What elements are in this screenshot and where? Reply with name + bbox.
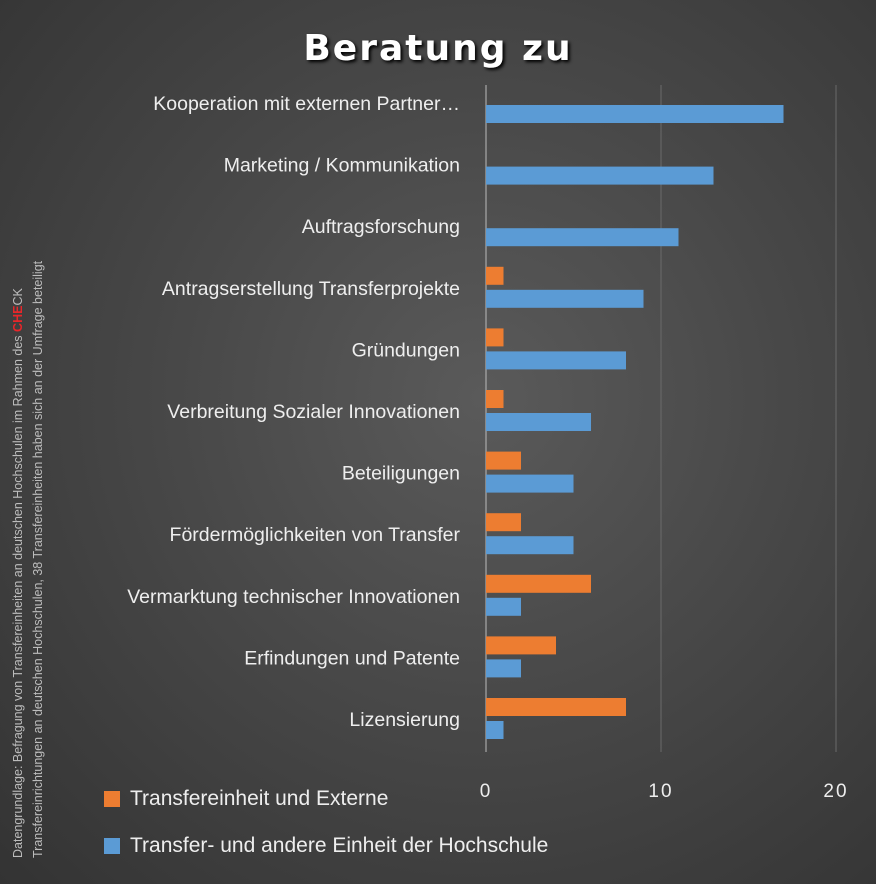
check-logo-suffix: CK — [11, 288, 25, 306]
category-label: Erfindungen und Patente — [244, 647, 460, 669]
bar-orange — [486, 451, 521, 470]
bar-blue — [486, 721, 504, 739]
bar-orange — [486, 266, 504, 285]
legend-swatch — [104, 838, 120, 854]
bar-blue — [486, 474, 574, 493]
source-line-1: Datengrundlage: Befragung von Transferei… — [11, 331, 25, 858]
bar-orange — [486, 636, 556, 655]
category-label: Kooperation mit externen Partner… — [153, 93, 460, 115]
category-label: Marketing / Kommunikation — [224, 155, 460, 177]
bar-blue — [486, 228, 679, 247]
legend-label: Transfer- und andere Einheit der Hochsch… — [130, 834, 549, 857]
category-label: Gründungen — [352, 339, 460, 361]
bar-blue — [486, 166, 714, 185]
bar-blue — [486, 105, 784, 123]
bar-blue — [486, 659, 521, 678]
che-logo: CHE — [11, 305, 25, 332]
x-tick-label: 20 — [823, 781, 848, 802]
bar-blue — [486, 351, 626, 370]
x-tick-label: 10 — [648, 781, 673, 802]
legend-item-blue: Transfer- und andere Einheit der Hochsch… — [104, 834, 548, 858]
source-line-2: Transfereinrichtungen an deutschen Hochs… — [31, 260, 45, 858]
bar-blue — [486, 289, 644, 308]
source-note: Datengrundlage: Befragung von Transferei… — [8, 261, 48, 858]
bar-orange — [486, 328, 504, 347]
category-label: Vermarktung technischer Innovationen — [127, 586, 460, 608]
bar-blue — [486, 597, 521, 616]
bar-blue — [486, 536, 574, 555]
legend-item-orange: Transfereinheit und Externe — [104, 787, 388, 811]
category-label: Antragserstellung Transferprojekte — [162, 278, 460, 300]
category-label: Beteiligungen — [342, 463, 460, 485]
category-label: Auftragsforschung — [302, 216, 460, 238]
category-label: Verbreitung Sozialer Innovationen — [167, 401, 460, 423]
category-label: Fördermöglichkeiten von Transfer — [170, 524, 461, 546]
x-tick-label: 0 — [480, 781, 493, 802]
legend-label: Transfereinheit und Externe — [130, 787, 389, 810]
bar-orange — [486, 574, 591, 593]
category-label: Lizensierung — [349, 709, 460, 731]
bar-orange — [486, 698, 626, 716]
bar-orange — [486, 513, 521, 532]
legend-swatch — [104, 791, 120, 807]
bar-orange — [486, 390, 504, 408]
chart-title: Beratung zu — [303, 28, 573, 69]
bar-blue — [486, 413, 591, 431]
